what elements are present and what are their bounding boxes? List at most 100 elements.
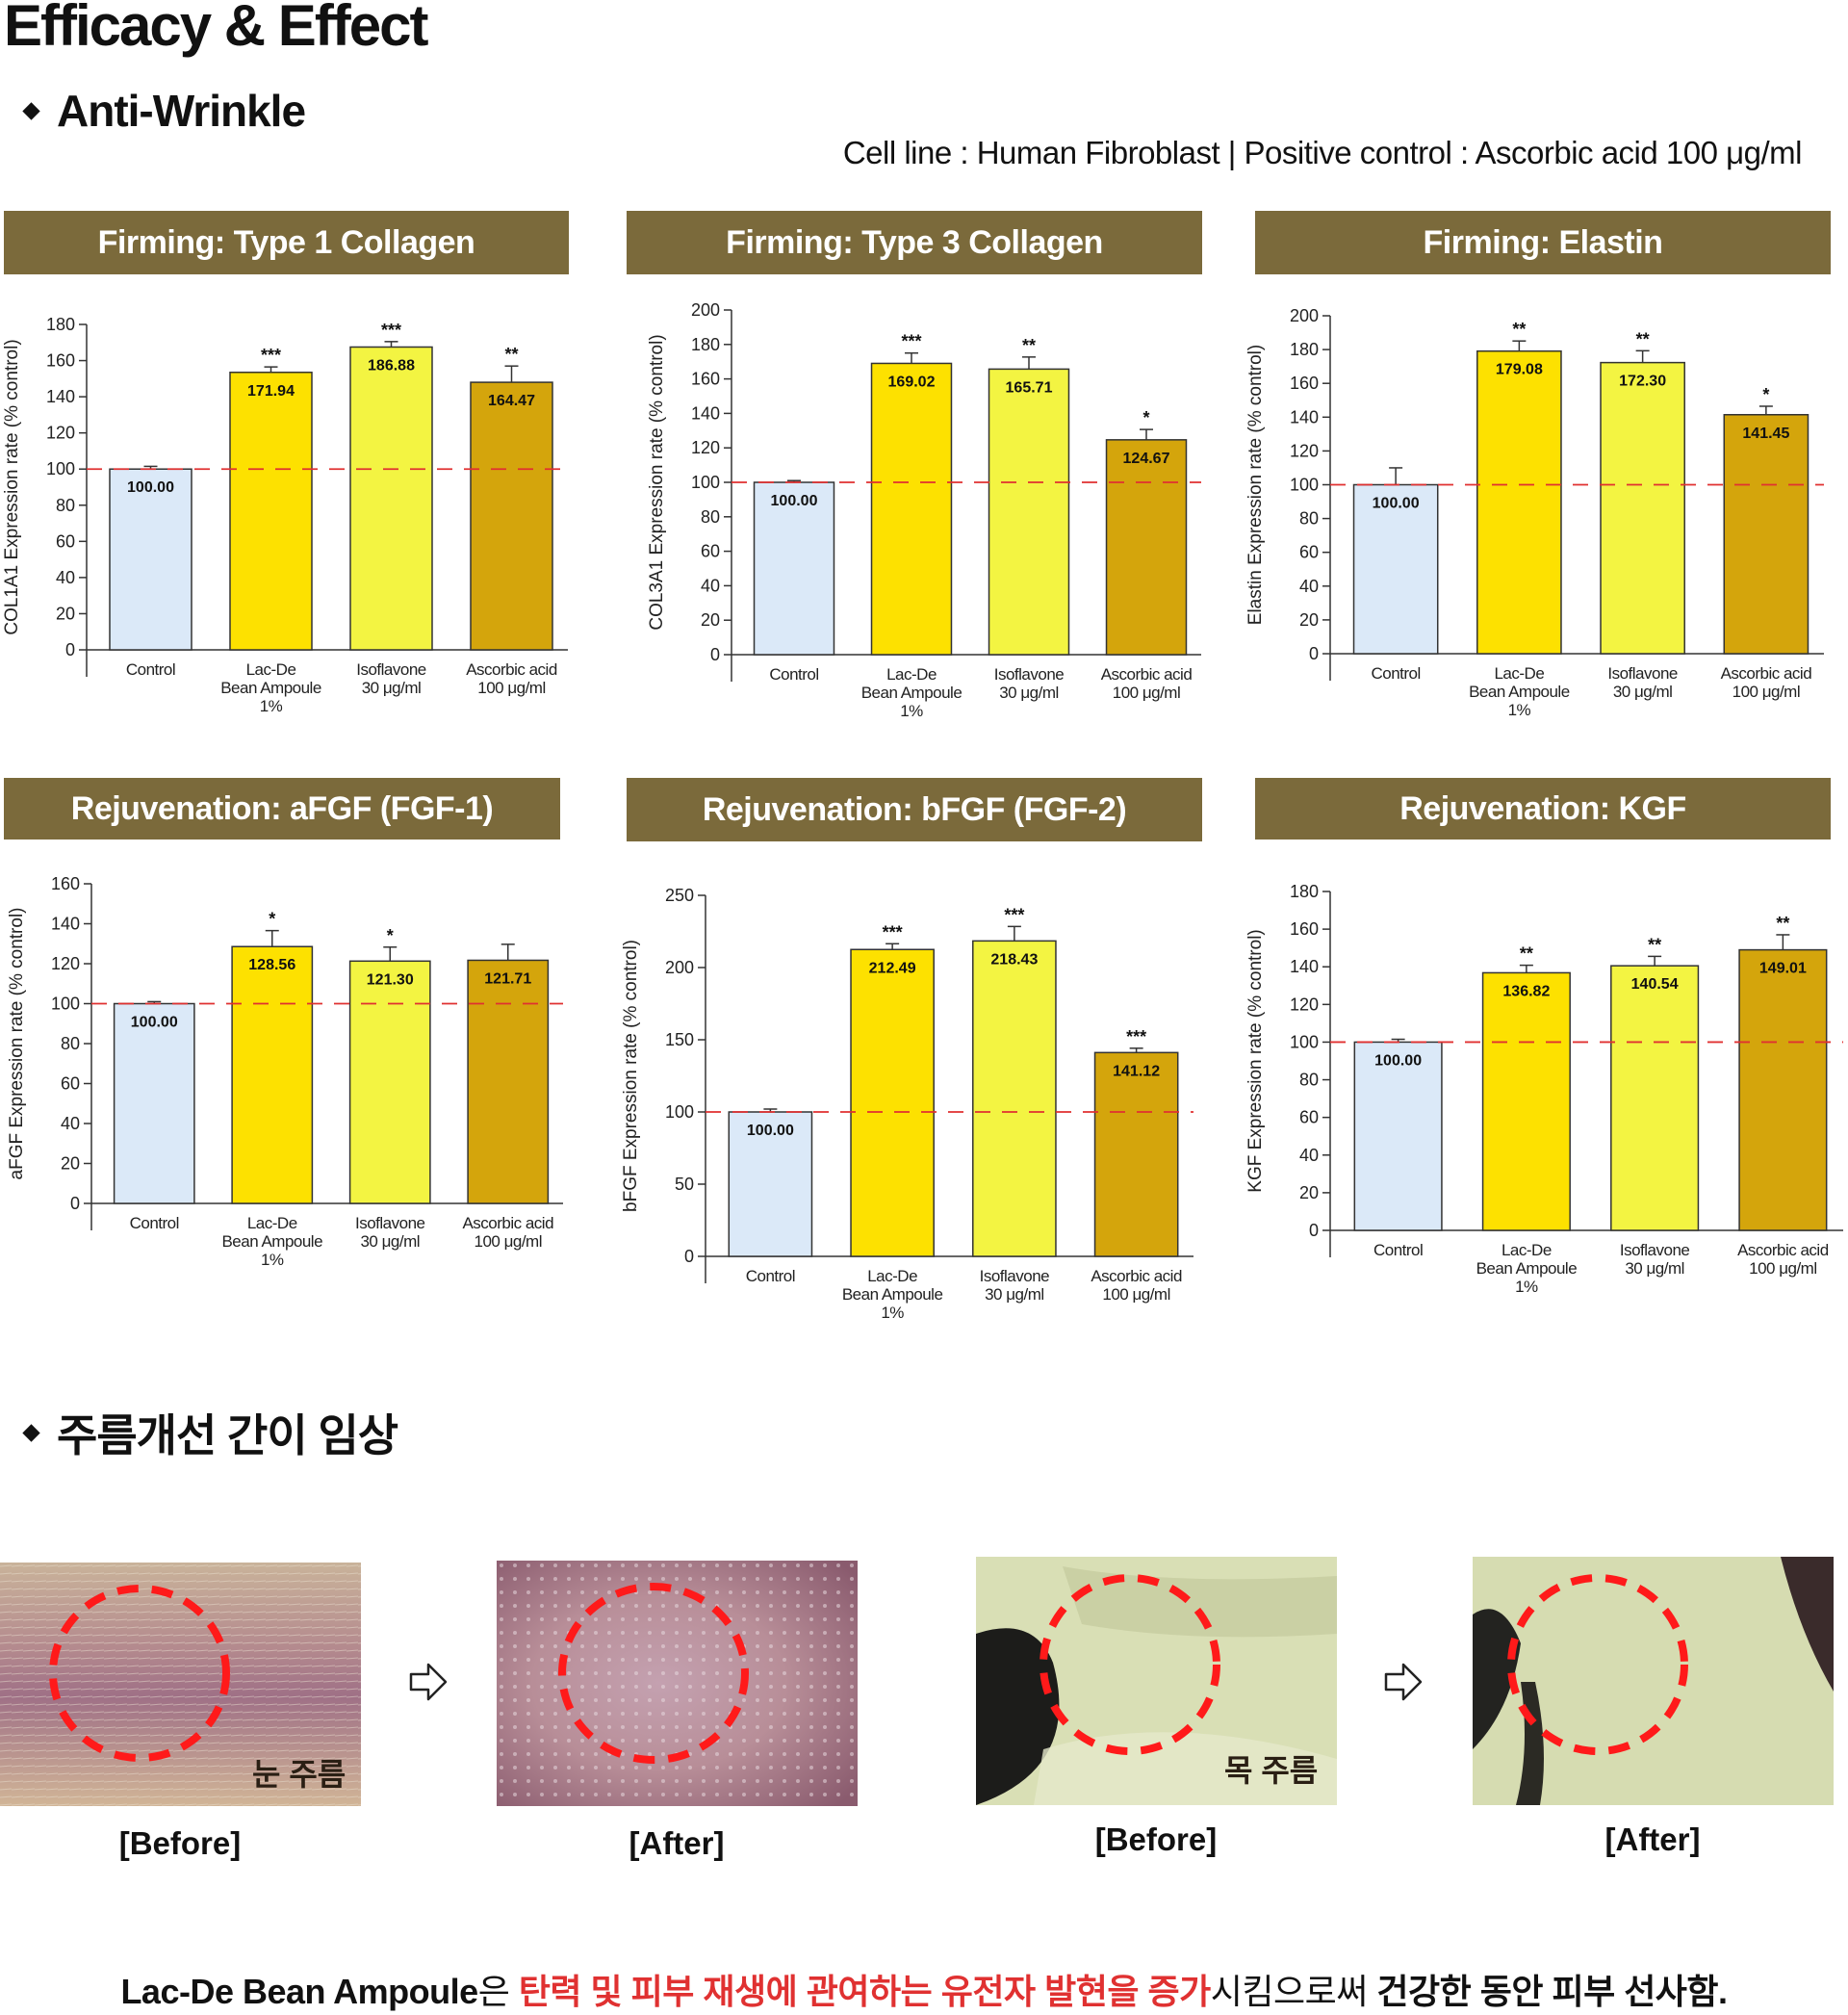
x-tick-label: Ascorbic acid bbox=[1091, 1267, 1182, 1285]
significance-label: ** bbox=[1636, 329, 1650, 349]
x-tick-label: Control bbox=[126, 660, 175, 679]
y-tick-label: 120 bbox=[691, 438, 720, 457]
y-tick-label: 100 bbox=[46, 459, 75, 478]
x-tick-label: Ascorbic acid bbox=[462, 1214, 553, 1232]
x-tick-label: 100 μg/ml bbox=[1102, 1285, 1170, 1304]
y-tick-label: 100 bbox=[51, 995, 80, 1014]
footer-conclusion: 건강한 동안 피부 선사함. bbox=[1376, 1972, 1728, 2011]
data-label: 171.94 bbox=[247, 383, 295, 400]
y-tick-label: 180 bbox=[1290, 882, 1319, 901]
x-tick-label: Bean Ampoule bbox=[220, 679, 321, 697]
bar bbox=[1723, 414, 1810, 655]
data-label: 100.00 bbox=[1374, 1052, 1422, 1069]
bar bbox=[109, 468, 192, 651]
y-tick-label: 180 bbox=[1290, 340, 1319, 359]
data-label: 128.56 bbox=[248, 957, 295, 973]
y-tick-label: 160 bbox=[51, 874, 80, 893]
y-tick-label: 200 bbox=[691, 300, 720, 320]
x-tick-label: 30 μg/ml bbox=[985, 1285, 1044, 1304]
y-tick-label: 60 bbox=[1299, 543, 1319, 562]
x-tick-label: Isoflavone bbox=[1607, 664, 1678, 683]
footer-text: 시킴으로써 bbox=[1210, 1972, 1377, 2011]
bar bbox=[1476, 349, 1562, 655]
bar bbox=[113, 1002, 195, 1204]
bar bbox=[1481, 971, 1571, 1231]
significance-label: *** bbox=[261, 346, 281, 365]
x-tick-label: 100 μg/ml bbox=[477, 679, 546, 697]
x-tick-label: Isoflavone bbox=[356, 660, 426, 679]
bar bbox=[988, 368, 1070, 656]
x-tick-label: Control bbox=[769, 665, 818, 684]
y-tick-label: 0 bbox=[65, 640, 75, 659]
x-tick-label: Lac-De bbox=[886, 665, 937, 684]
x-tick-label: Control bbox=[130, 1214, 179, 1232]
x-tick-label: Bean Ampoule bbox=[1476, 1259, 1578, 1278]
y-tick-label: 180 bbox=[691, 335, 720, 354]
y-tick-label: 40 bbox=[61, 1114, 80, 1133]
data-label: 149.01 bbox=[1759, 961, 1807, 977]
significance-label: *** bbox=[1004, 905, 1024, 924]
y-tick-label: 160 bbox=[1290, 374, 1319, 393]
x-tick-label: Lac-De bbox=[247, 1214, 297, 1232]
x-tick-label: 1% bbox=[1508, 701, 1531, 719]
photo-label-eye: 눈 주름 bbox=[252, 1757, 346, 1792]
x-tick-label: Control bbox=[746, 1267, 795, 1285]
y-tick-label: 160 bbox=[46, 351, 75, 371]
data-label: 100.00 bbox=[747, 1123, 794, 1139]
y-tick-label: 160 bbox=[691, 370, 720, 389]
y-tick-label: 160 bbox=[1290, 919, 1319, 939]
caption-neck-after: [After] bbox=[1604, 1821, 1701, 1857]
y-tick-label: 80 bbox=[701, 507, 720, 527]
data-label: 169.02 bbox=[888, 374, 936, 390]
significance-label: * bbox=[269, 910, 275, 929]
y-tick-label: 140 bbox=[691, 403, 720, 423]
significance-label: ** bbox=[1776, 914, 1789, 933]
x-tick-label: Ascorbic acid bbox=[1737, 1241, 1829, 1259]
data-label: 172.30 bbox=[1619, 374, 1666, 390]
significance-label: ** bbox=[1512, 320, 1526, 339]
arrow-right-icon bbox=[1384, 1663, 1423, 1701]
bar bbox=[467, 959, 550, 1204]
x-tick-label: 100 μg/ml bbox=[475, 1232, 543, 1251]
x-tick-label: Isoflavone bbox=[1620, 1241, 1690, 1259]
y-tick-label: 150 bbox=[665, 1030, 694, 1049]
significance-label: ** bbox=[1022, 336, 1036, 355]
bar bbox=[753, 481, 835, 656]
bar bbox=[1093, 1051, 1179, 1257]
data-label: 186.88 bbox=[368, 357, 415, 374]
data-label: 141.45 bbox=[1742, 426, 1789, 442]
photo-neck-before bbox=[976, 1557, 1337, 1805]
section-clinical-title: 주름개선 간이 임상 bbox=[0, 1401, 398, 1464]
y-axis-label: KGF Expression rate (% control) bbox=[1245, 929, 1266, 1192]
x-tick-label: 30 μg/ml bbox=[1625, 1259, 1684, 1278]
y-axis-label: Elastin Expression rate (% control) bbox=[1245, 345, 1266, 625]
arrow-right-icon bbox=[409, 1663, 448, 1701]
data-label: 179.08 bbox=[1496, 362, 1543, 378]
x-tick-label: Isoflavone bbox=[980, 1267, 1050, 1285]
y-tick-label: 0 bbox=[1309, 644, 1319, 663]
y-tick-label: 80 bbox=[61, 1034, 80, 1053]
y-tick-label: 200 bbox=[1290, 306, 1319, 325]
bar bbox=[1353, 1041, 1443, 1231]
significance-label: *** bbox=[883, 922, 903, 942]
data-label: 100.00 bbox=[127, 479, 174, 496]
caption-eye-after: [After] bbox=[629, 1825, 725, 1861]
y-tick-label: 20 bbox=[61, 1154, 80, 1174]
significance-label: * bbox=[1142, 408, 1149, 427]
chart-header-col1: Firming: Type 1 Collagen bbox=[4, 211, 569, 274]
bar bbox=[728, 1111, 813, 1257]
y-tick-label: 0 bbox=[70, 1194, 80, 1213]
bar bbox=[1352, 483, 1439, 655]
cell-line-info: Cell line : Human Fibroblast | Positive … bbox=[842, 135, 1803, 170]
y-tick-label: 20 bbox=[1299, 1183, 1319, 1202]
y-tick-label: 40 bbox=[701, 576, 720, 595]
y-tick-label: 60 bbox=[61, 1074, 80, 1094]
chart-header-kgf: Rejuvenation: KGF bbox=[1255, 778, 1831, 840]
significance-label: *** bbox=[1126, 1027, 1146, 1046]
y-tick-label: 20 bbox=[1299, 610, 1319, 630]
chart-header-col3: Firming: Type 3 Collagen bbox=[627, 211, 1202, 274]
data-label: 212.49 bbox=[869, 960, 916, 976]
